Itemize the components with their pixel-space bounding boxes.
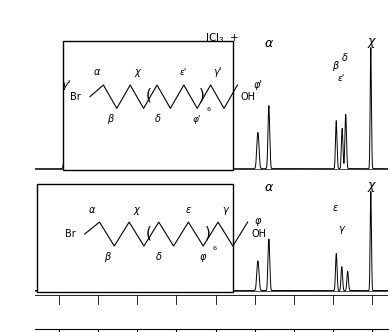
Text: δ: δ bbox=[342, 53, 348, 63]
Text: ICl$_3$  +: ICl$_3$ + bbox=[205, 31, 240, 45]
Text: α: α bbox=[89, 205, 95, 214]
Text: α: α bbox=[265, 37, 273, 50]
FancyBboxPatch shape bbox=[63, 41, 233, 170]
Text: β: β bbox=[107, 114, 113, 124]
Text: ): ) bbox=[205, 225, 211, 240]
Text: γ: γ bbox=[223, 205, 228, 214]
Text: ε: ε bbox=[333, 203, 338, 213]
Text: $_6$: $_6$ bbox=[212, 244, 218, 253]
Text: δ: δ bbox=[156, 252, 162, 262]
Text: (: ( bbox=[146, 225, 152, 240]
Text: OH: OH bbox=[251, 229, 266, 239]
Text: OH: OH bbox=[241, 92, 256, 102]
FancyBboxPatch shape bbox=[37, 184, 233, 292]
Text: β: β bbox=[104, 252, 110, 262]
Text: Br: Br bbox=[71, 92, 81, 102]
Text: ε': ε' bbox=[338, 74, 345, 83]
Text: β: β bbox=[332, 61, 339, 71]
Text: φ: φ bbox=[255, 216, 261, 226]
Text: χ: χ bbox=[134, 205, 140, 214]
Text: γ': γ' bbox=[61, 80, 71, 90]
Text: γ': γ' bbox=[213, 67, 221, 77]
Text: (: ( bbox=[145, 88, 151, 103]
Text: α: α bbox=[265, 181, 273, 194]
Text: φ: φ bbox=[200, 252, 207, 262]
Text: ): ) bbox=[199, 88, 205, 103]
Text: φ': φ' bbox=[193, 115, 201, 124]
Text: δ: δ bbox=[155, 114, 161, 124]
Text: Br: Br bbox=[65, 229, 76, 239]
Text: α: α bbox=[93, 67, 100, 77]
Text: ε: ε bbox=[186, 205, 191, 214]
Text: ε': ε' bbox=[180, 68, 187, 77]
Text: $_6$: $_6$ bbox=[206, 105, 212, 114]
Text: γ: γ bbox=[339, 223, 344, 233]
Text: φ': φ' bbox=[254, 80, 262, 90]
Text: χ: χ bbox=[367, 179, 374, 192]
Text: χ: χ bbox=[367, 35, 374, 47]
Text: χ: χ bbox=[134, 67, 140, 77]
